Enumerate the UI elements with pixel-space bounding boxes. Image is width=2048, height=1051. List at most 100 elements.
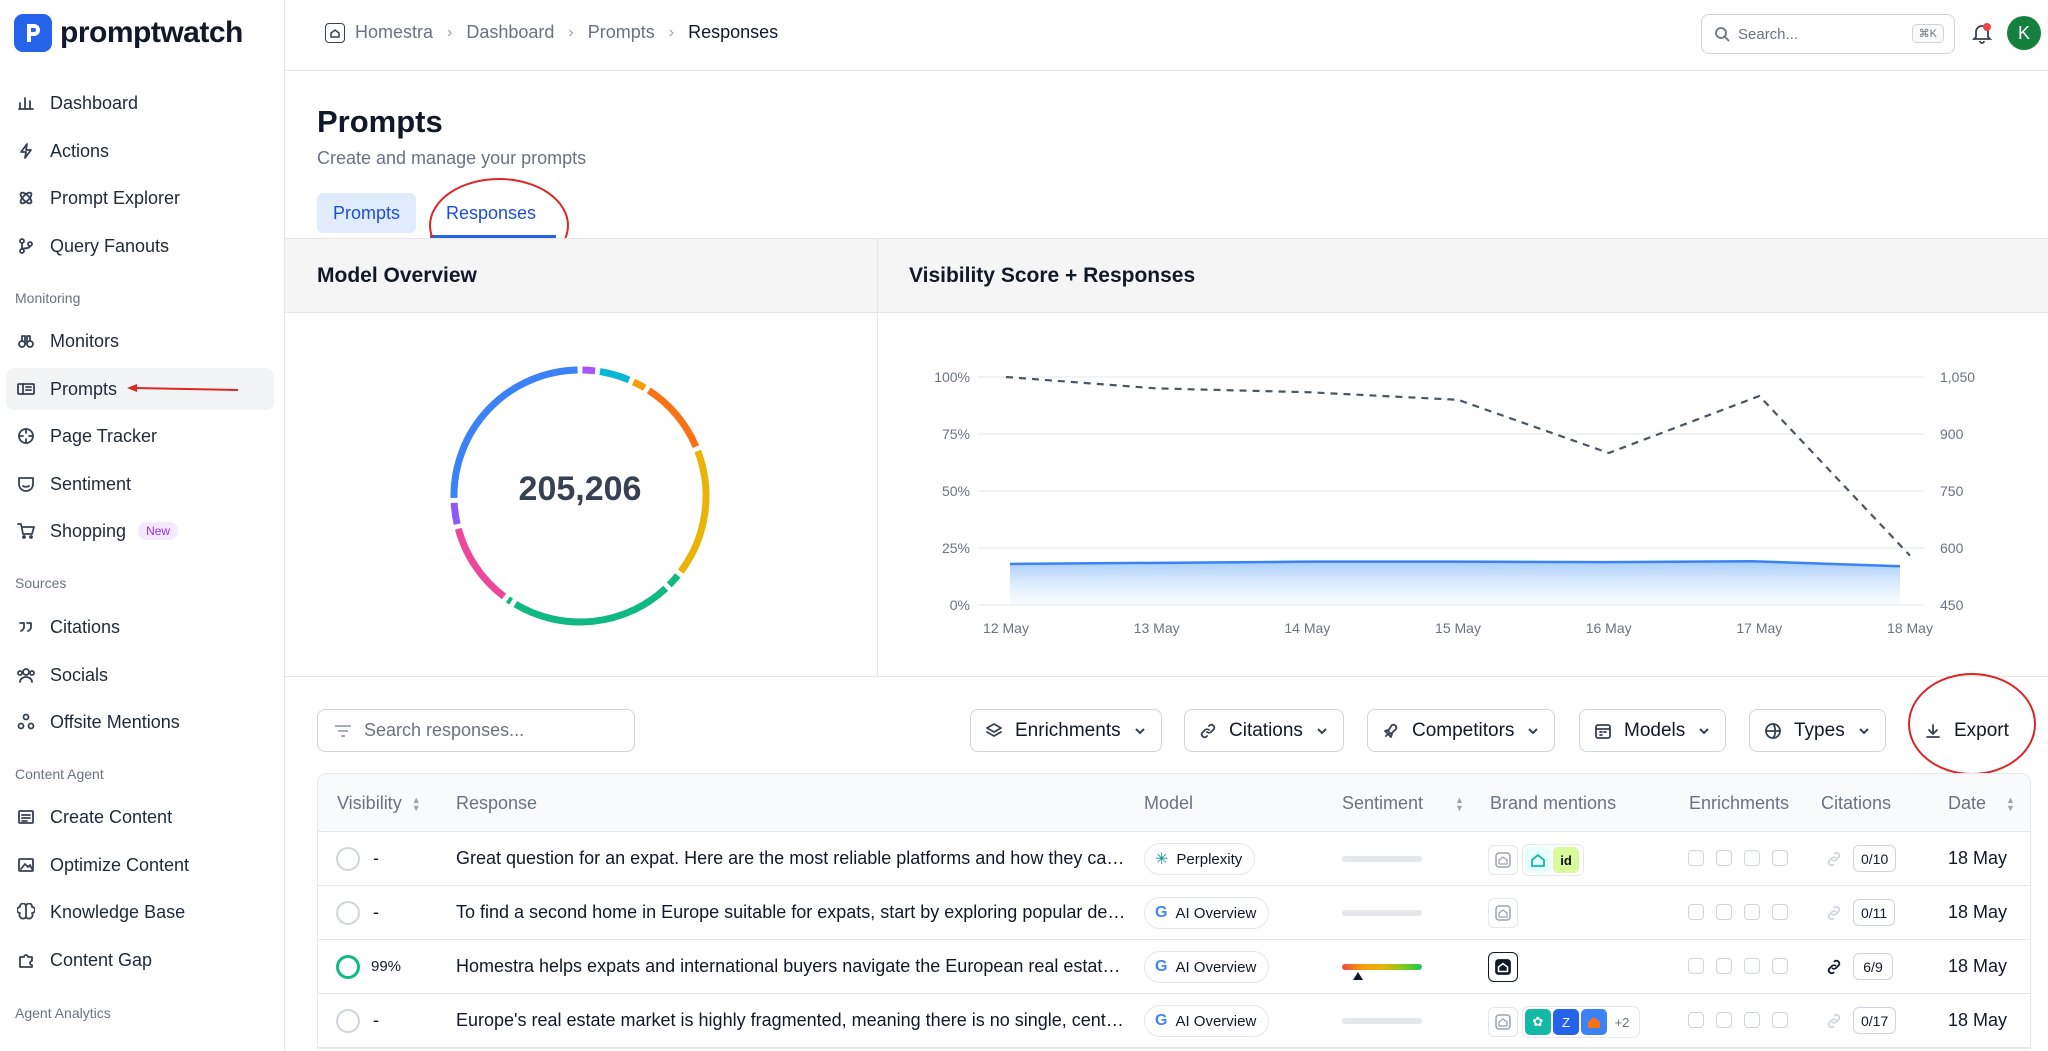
date-value: 18 May xyxy=(1948,956,2008,976)
sidebar-item-page-tracker[interactable]: Page Tracker xyxy=(6,415,274,457)
col-sentiment[interactable]: Sentiment ▲ ▼ xyxy=(1342,793,1464,814)
y-left-tick: 50% xyxy=(942,483,970,499)
image-edit-icon xyxy=(16,855,36,875)
sidebar-item-label: Page Tracker xyxy=(50,425,158,446)
visibility-value: - xyxy=(373,902,379,922)
donut-segment xyxy=(646,387,700,448)
sidebar-item-sentiment[interactable]: Sentiment xyxy=(6,463,274,505)
sidebar-item-label: Prompt Explorer xyxy=(50,187,181,208)
citations-filter-button[interactable]: Citations xyxy=(1184,709,1344,752)
y-right-tick: 900 xyxy=(1940,426,1964,442)
y-right-tick: 750 xyxy=(1940,483,1964,499)
sidebar-item-actions[interactable]: Actions xyxy=(6,130,274,172)
annotation-circle xyxy=(1908,673,2036,775)
notification-bell-icon[interactable] xyxy=(1971,22,1993,44)
sidebar-item-label: Dashboard xyxy=(50,92,139,113)
filter-label: Models xyxy=(1624,719,1686,741)
sidebar-item-citations[interactable]: Citations xyxy=(6,606,274,648)
col-brand-mentions: Brand mentions xyxy=(1490,793,1617,813)
sidebar-item-shopping[interactable]: Shopping New xyxy=(6,510,274,552)
zillow-icon: Z xyxy=(1553,1009,1579,1035)
chevron-right-icon: › xyxy=(668,23,675,41)
table-row[interactable]: 99% Homestra helps expats and internatio… xyxy=(318,940,2030,994)
x-tick: 15 May xyxy=(1435,620,1481,636)
breadcrumb-prompts[interactable]: Prompts xyxy=(587,22,655,42)
enrichment-icons xyxy=(1688,850,1800,866)
col-date[interactable]: Date ▲ ▼ xyxy=(1948,793,2015,814)
sidebar-item-label: Content Gap xyxy=(50,949,153,970)
filter-lines-icon xyxy=(335,724,351,737)
table-header: Visibility ▲ ▼ Response Model Sentiment ▲ ▼ … xyxy=(318,774,2030,832)
chevron-right-icon: › xyxy=(568,23,574,41)
response-search-input[interactable]: Search responses... xyxy=(317,709,635,752)
donut-segment xyxy=(450,366,578,499)
sidebar-item-dashboard[interactable]: Dashboard xyxy=(6,82,274,124)
filter-label: Citations xyxy=(1229,719,1303,741)
sidebar-item-socials[interactable]: Socials xyxy=(6,654,274,696)
models-filter-button[interactable]: Models xyxy=(1579,709,1727,752)
tab-prompts[interactable]: Prompts xyxy=(317,193,417,233)
sidebar-item-knowledge-base[interactable]: Knowledge Base xyxy=(6,891,274,933)
visibility-line xyxy=(1009,559,1901,568)
date-value: 18 May xyxy=(1948,1010,2008,1030)
prompts-icon xyxy=(16,379,36,399)
enrichment-icons xyxy=(1688,958,1800,974)
types-filter-button[interactable]: Types xyxy=(1749,709,1886,752)
cart-icon xyxy=(16,521,36,541)
perplexity-icon: ✳ xyxy=(1155,851,1169,868)
breadcrumb-dashboard[interactable]: Dashboard xyxy=(466,22,555,42)
new-badge: New xyxy=(138,522,179,540)
sidebar-item-label: Create Content xyxy=(50,806,173,827)
mask-icon xyxy=(16,474,36,494)
house-icon xyxy=(1525,847,1551,873)
donut-segment xyxy=(599,368,631,384)
network-icon xyxy=(16,712,36,732)
link-icon xyxy=(1827,959,1841,975)
responses-line xyxy=(1005,375,1911,557)
sentiment-bar xyxy=(1342,964,1422,970)
col-visibility[interactable]: Visibility ▲ ▼ xyxy=(337,793,421,814)
flower-icon: ✿ xyxy=(1525,1009,1551,1035)
table-row[interactable]: - Europe's real estate market is highly … xyxy=(318,994,2030,1048)
sidebar-item-label: Actions xyxy=(50,140,110,161)
date-value: 18 May xyxy=(1948,848,2008,868)
visibility-indicator xyxy=(336,901,360,925)
response-text: Homestra helps expats and international … xyxy=(456,956,1128,976)
competitor-icons: ✿ Z +2 xyxy=(1522,1006,1640,1038)
sidebar-item-prompt-explorer[interactable]: Prompt Explorer xyxy=(6,177,274,219)
enrichments-filter-button[interactable]: Enrichments xyxy=(970,709,1162,752)
calendar-icon xyxy=(1595,723,1611,739)
col-model: Model xyxy=(1144,793,1194,813)
x-tick: 13 May xyxy=(1134,620,1180,636)
visibility-value: 99% xyxy=(371,958,402,975)
breadcrumb-homestra[interactable]: Homestra xyxy=(355,22,434,42)
logo[interactable]: promptwatch xyxy=(14,14,243,52)
search-shortcut: ⌘K xyxy=(1911,24,1944,43)
x-tick: 14 May xyxy=(1284,620,1330,636)
table-row[interactable]: - To find a second home in Europe suitab… xyxy=(318,886,2030,940)
visibility-indicator xyxy=(336,955,360,979)
section-monitoring: Monitoring xyxy=(15,290,81,306)
sort-icon: ▲ ▼ xyxy=(2006,795,2015,814)
homestra-icon xyxy=(1488,898,1518,928)
competitors-filter-button[interactable]: Competitors xyxy=(1367,709,1556,752)
visibility-area xyxy=(1010,561,1900,605)
sidebar-item-optimize-content[interactable]: Optimize Content xyxy=(6,844,274,886)
chevron-down-icon xyxy=(1134,727,1145,734)
filter-label: Enrichments xyxy=(1015,719,1121,741)
quote-icon xyxy=(16,617,36,637)
brand-mentions xyxy=(1488,898,1522,928)
table-row[interactable]: - Great question for an expat. Here are … xyxy=(318,832,2030,886)
sidebar-item-offsite-mentions[interactable]: Offsite Mentions xyxy=(6,701,274,743)
sidebar-item-create-content[interactable]: Create Content xyxy=(6,796,274,838)
sidebar-item-query-fanouts[interactable]: Query Fanouts xyxy=(6,225,274,267)
homestra-icon xyxy=(1488,845,1518,875)
col-response: Response xyxy=(456,793,538,813)
avatar[interactable]: K xyxy=(2007,16,2041,50)
sidebar-item-content-gap[interactable]: Content Gap xyxy=(6,939,274,981)
breadcrumb: Homestra › Dashboard › Prompts › Respons… xyxy=(325,22,778,43)
x-tick: 16 May xyxy=(1586,620,1632,636)
global-search-input[interactable]: Search... ⌘K xyxy=(1701,14,1955,54)
section-agent-analytics: Agent Analytics xyxy=(15,1005,111,1021)
sidebar-item-monitors[interactable]: Monitors xyxy=(6,320,274,362)
